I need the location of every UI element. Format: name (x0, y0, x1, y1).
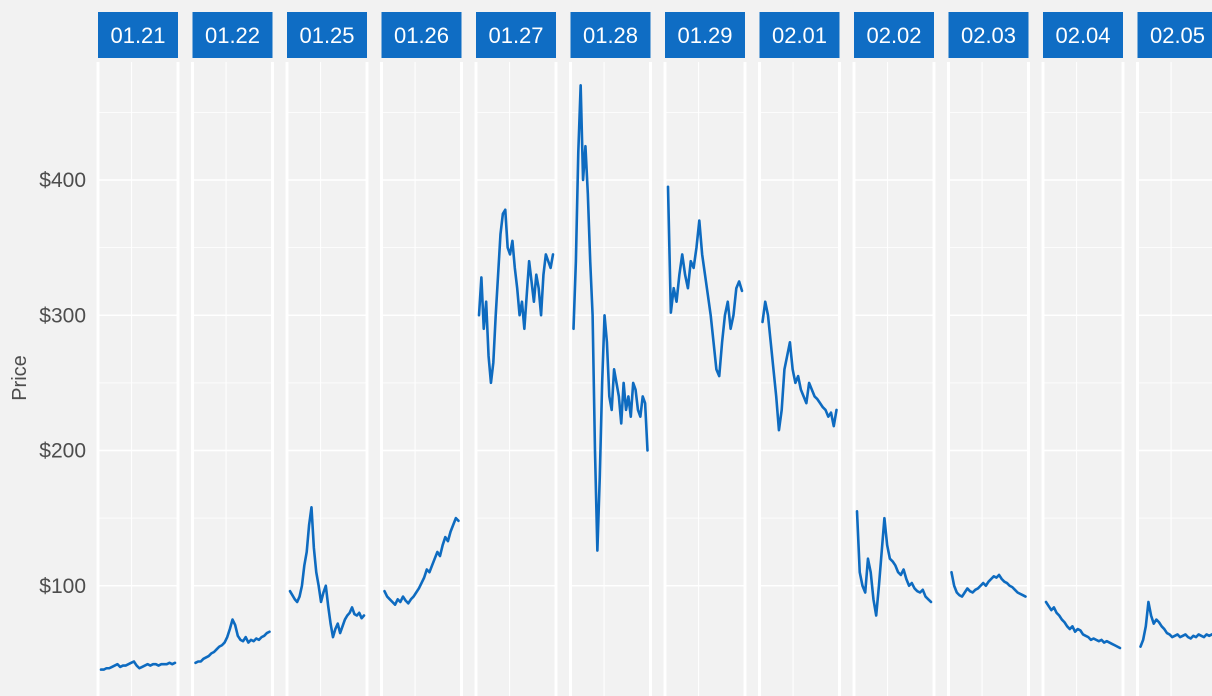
facet-strip-label: 01.25 (299, 23, 354, 48)
facet-strip (570, 12, 651, 58)
price-series-line (194, 618, 271, 665)
facet-panels: 01.21 01.22 01.25 01.26 01.27 01.28 01.29 02.01… (98, 12, 1212, 671)
facet-panel: 02.01 (759, 12, 840, 432)
facet-strip (854, 12, 934, 58)
facet-panel: 01.22 (192, 12, 273, 665)
facet-panel: 02.02 (854, 12, 934, 617)
facet-strip (476, 12, 556, 58)
y-tick-label: $400 (39, 169, 86, 192)
price-series-line (1044, 600, 1122, 650)
facet-strip-label: 01.26 (394, 23, 449, 48)
y-tick-label: $300 (39, 304, 86, 327)
price-series-line (288, 506, 366, 639)
facet-strip (759, 12, 840, 58)
y-tick-label: $100 (39, 575, 86, 598)
facet-strip-label: 02.03 (961, 23, 1016, 48)
y-tick-label: $200 (39, 440, 86, 463)
facet-panel: 01.26 (381, 12, 462, 606)
facet-strip (287, 12, 367, 58)
facet-strip-label: 02.05 (1150, 23, 1205, 48)
price-series-line (99, 660, 177, 671)
facet-panel: 01.21 (98, 12, 178, 671)
facet-panel: 02.03 (948, 12, 1029, 598)
y-axis-title: Price (9, 355, 31, 401)
price-series-line (666, 185, 744, 378)
facet-strip (192, 12, 273, 58)
facet-strip-label: 01.28 (583, 23, 638, 48)
price-series-line (572, 84, 649, 552)
price-series-line (855, 510, 933, 617)
facet-panel: 01.27 (476, 12, 556, 385)
facet-panel: 01.25 (287, 12, 367, 639)
grid-layer (96, 62, 1212, 696)
facet-panel: 02.04 (1043, 12, 1123, 650)
facet-strip-label: 02.01 (772, 23, 827, 48)
facet-panel: 01.28 (570, 12, 651, 552)
facet-strip-label: 01.29 (677, 23, 732, 48)
price-series-line (1139, 600, 1212, 648)
facet-strip-label: 01.21 (110, 23, 165, 48)
facet-strip-label: 02.02 (866, 23, 921, 48)
facet-strip-label: 01.27 (488, 23, 543, 48)
facet-strip (381, 12, 462, 58)
y-axis: $100 $200 $300 $400 (39, 169, 86, 598)
price-series-line (950, 570, 1027, 598)
facet-strip-label: 01.22 (205, 23, 260, 48)
facet-panel: 02.05 (1137, 12, 1212, 648)
facet-strip-label: 02.04 (1055, 23, 1110, 48)
price-series-line (477, 208, 555, 385)
facet-strip (1137, 12, 1212, 58)
price-series-line (761, 300, 838, 432)
facet-strip (665, 12, 745, 58)
price-series-line (383, 516, 460, 606)
facet-panel: 01.29 (665, 12, 745, 378)
facet-strip (1043, 12, 1123, 58)
facet-strip (98, 12, 178, 58)
facet-strip (948, 12, 1029, 58)
